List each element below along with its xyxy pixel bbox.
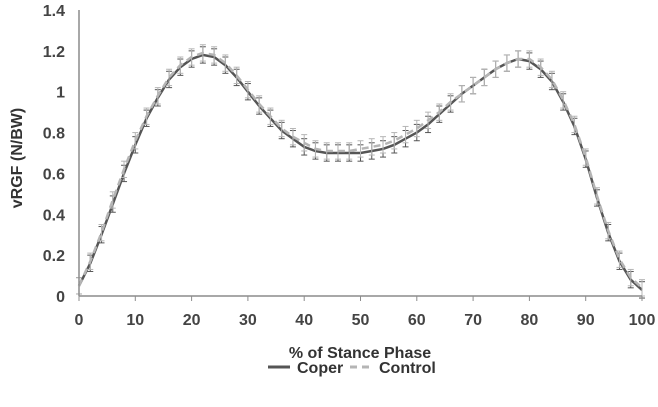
x-tick-label: 30 bbox=[239, 312, 257, 329]
x-tick-label: 0 bbox=[75, 312, 84, 329]
y-tick-label: 0.4 bbox=[43, 207, 65, 224]
x-axis-title: % of Stance Phase bbox=[289, 345, 431, 362]
error-bar-control bbox=[289, 127, 296, 146]
chart-axes: 0 10 20 30 40 50 60 70 80 90 100 0 0.2 0.4 0.6 0.8 1 1.2 1… bbox=[43, 3, 656, 329]
x-tick-label: 100 bbox=[629, 312, 656, 329]
y-tick-label: 0 bbox=[56, 289, 65, 306]
error-bar-control bbox=[380, 136, 387, 154]
x-tick-label: 60 bbox=[408, 312, 426, 329]
error-bar-control bbox=[470, 76, 477, 95]
y-tick-label: 0.2 bbox=[43, 248, 65, 265]
series-coper bbox=[76, 46, 645, 299]
x-tick-label: 10 bbox=[126, 312, 144, 329]
error-bar-control bbox=[357, 140, 364, 158]
error-bar-control bbox=[402, 125, 409, 144]
chart-legend: Coper Control bbox=[268, 360, 436, 377]
error-bar-control bbox=[391, 132, 398, 150]
chart-marks bbox=[76, 44, 645, 299]
x-tick-label: 20 bbox=[183, 312, 201, 329]
error-bar-control bbox=[548, 70, 555, 89]
error-bar-control bbox=[458, 85, 465, 103]
x-tick-label: 80 bbox=[521, 312, 539, 329]
series-control bbox=[76, 44, 645, 297]
x-tick-label: 90 bbox=[577, 312, 595, 329]
line-coper bbox=[77, 53, 643, 291]
error-bar-control bbox=[560, 91, 567, 109]
legend-label-coper: Coper bbox=[297, 360, 343, 377]
error-bar-control bbox=[368, 138, 375, 156]
error-bar-control bbox=[413, 119, 420, 138]
y-tick-label: 0.8 bbox=[43, 126, 65, 143]
y-tick-label: 1.4 bbox=[43, 3, 65, 20]
error-bar-control bbox=[571, 115, 578, 134]
x-tick-label: 50 bbox=[352, 312, 370, 329]
y-axis-title: vRGF (N/BW) bbox=[9, 108, 26, 208]
error-bar-control bbox=[166, 68, 173, 87]
line-control bbox=[77, 51, 643, 289]
error-bar-control bbox=[222, 54, 229, 72]
x-tick-label: 70 bbox=[464, 312, 482, 329]
error-bar-control bbox=[346, 142, 353, 160]
legend-label-control: Control bbox=[379, 360, 436, 377]
y-tick-label: 0.6 bbox=[43, 166, 65, 183]
x-tick-label: 40 bbox=[295, 312, 313, 329]
y-tick-label: 1.2 bbox=[43, 44, 65, 61]
y-tick-label: 1 bbox=[56, 85, 65, 102]
error-bar-control bbox=[278, 119, 285, 138]
